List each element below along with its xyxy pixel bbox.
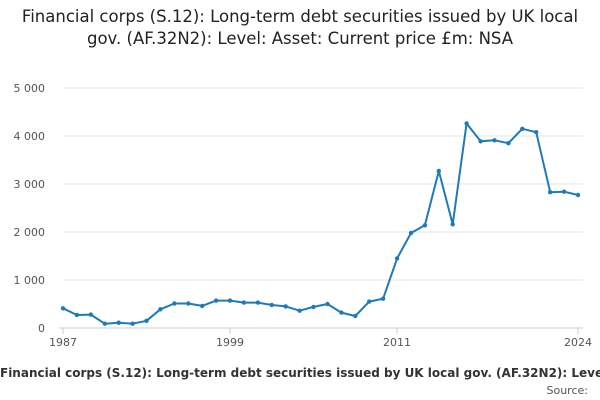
data-point	[436, 168, 441, 174]
data-point	[283, 304, 288, 309]
data-point	[548, 190, 553, 195]
footer-source: Source:	[546, 384, 589, 397]
data-point	[311, 304, 316, 310]
data-point	[353, 313, 358, 319]
data-point	[200, 303, 205, 309]
data-point	[241, 300, 247, 305]
footer-title: Financial corps (S.12): Long-term debt s…	[0, 366, 600, 380]
data-point	[102, 321, 108, 326]
data-point	[367, 299, 372, 304]
x-tick-label: 2011	[383, 336, 411, 349]
data-point	[575, 192, 581, 198]
data-point	[130, 321, 135, 326]
data-point	[213, 298, 219, 303]
x-tick-label: 1999	[216, 336, 244, 349]
x-axis: 1987 1999 2011 2024	[49, 327, 592, 349]
data-point	[325, 301, 330, 307]
data-point	[297, 308, 302, 313]
data-point	[492, 138, 497, 143]
y-tick-label: 2 000	[14, 226, 46, 239]
series-layer	[60, 121, 581, 326]
data-point	[186, 301, 191, 306]
chart-title: Financial corps (S.12): Long-term debt s…	[21, 7, 579, 48]
data-point	[520, 126, 525, 131]
data-point	[561, 189, 567, 194]
gridlines	[63, 87, 583, 281]
y-tick-label: 3 000	[14, 178, 46, 191]
data-point	[116, 320, 121, 325]
data-point	[158, 307, 163, 312]
data-point	[394, 256, 400, 261]
data-point	[422, 223, 428, 228]
x-tick-label: 2024	[564, 336, 592, 349]
data-point	[172, 301, 177, 306]
data-point	[408, 230, 414, 236]
y-tick-label: 4 000	[14, 130, 46, 143]
series-line	[62, 122, 579, 325]
data-point	[339, 310, 344, 315]
y-tick-label: 0	[38, 322, 45, 335]
data-point	[464, 121, 469, 126]
data-point	[255, 300, 261, 305]
data-point	[88, 312, 94, 317]
y-axis: 0 1 000 2 000 3 000 4 000 5 000	[14, 82, 46, 335]
y-tick-label: 5 000	[14, 82, 46, 95]
data-point	[269, 302, 274, 308]
data-point	[144, 318, 149, 323]
data-point	[227, 298, 233, 303]
y-tick-label: 1 000	[14, 274, 46, 287]
data-point	[534, 130, 539, 135]
data-point	[380, 296, 386, 301]
x-tick-label: 1987	[49, 336, 77, 349]
data-point	[74, 312, 80, 318]
data-point	[450, 222, 455, 227]
data-point	[478, 139, 483, 144]
data-point	[506, 141, 511, 146]
data-point	[60, 306, 66, 311]
